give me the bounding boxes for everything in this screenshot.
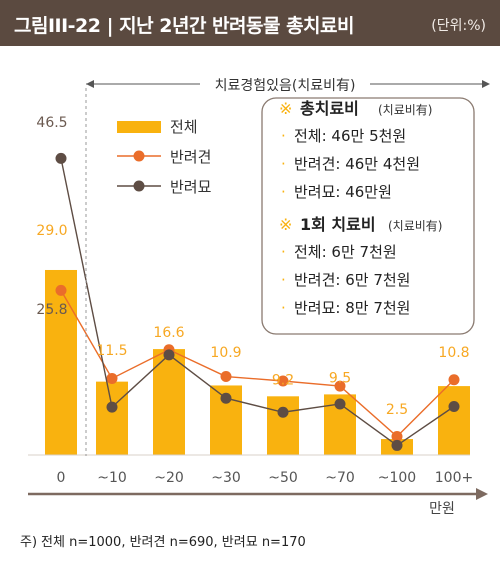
data-label-6: 9.2 [272, 372, 294, 388]
x-tick-0: 0 [57, 470, 66, 486]
data-label-3: 11.5 [96, 343, 127, 359]
series-point-0-4 [277, 375, 289, 387]
data-label-0: 29.0 [36, 223, 67, 239]
bracket-label-bg [200, 72, 370, 96]
x-tick-3: ~30 [211, 470, 241, 486]
data-label-7: 9.5 [329, 370, 351, 386]
info-box-heading-sub-0: (치료비有) [378, 103, 432, 117]
series-line-1 [60, 158, 455, 447]
info-box-mark-1: ※ [279, 215, 292, 234]
bar-2 [153, 349, 185, 455]
x-axis-arrowhead [476, 488, 488, 500]
info-box-bullet-0-0: · [281, 127, 286, 145]
info-box-item-0-2: 반려묘: 46만원 [294, 183, 392, 201]
data-label-5: 10.9 [210, 345, 241, 361]
bar-4 [267, 396, 299, 455]
series-point-1-2 [163, 349, 175, 361]
series-point-0-7 [448, 374, 460, 386]
x-tick-4: ~50 [268, 470, 298, 486]
info-box-heading-0: 총치료비 [300, 99, 359, 118]
legend-swatch-0 [117, 121, 161, 133]
bracket-arrow-right [482, 80, 490, 88]
legend-marker-1 [133, 150, 145, 162]
info-box-item-1-0: 전체: 6만 7천원 [294, 243, 397, 261]
series-point-1-0 [55, 152, 67, 164]
bar-1 [96, 381, 128, 455]
series-point-1-6 [391, 439, 403, 451]
legend-label-0: 전체 [170, 118, 198, 136]
legend-label-2: 반려묘 [170, 178, 212, 196]
info-box-bullet-0-2: · [281, 183, 286, 201]
x-tick-2: ~20 [154, 470, 184, 486]
series-point-1-1 [106, 401, 118, 413]
series-point-1-3 [220, 392, 232, 404]
bracket-label: 치료경험있음(치료비有) [215, 78, 356, 94]
series-point-0-5 [334, 380, 346, 392]
series-point-0-3 [220, 371, 232, 383]
x-tick-6: ~100 [378, 470, 416, 486]
info-box-item-1-1: 반려견: 6만 7천원 [294, 271, 410, 289]
footnote: 주) 전체 n=1000, 반려견 n=690, 반려묘 n=170 [20, 531, 310, 550]
data-label-8: 2.5 [386, 402, 408, 418]
info-box-item-1-2: 반려묘: 8만 7천원 [294, 299, 410, 317]
bar-0 [45, 269, 77, 455]
x-tick-7: 100+ [435, 470, 473, 486]
footnote-text: 전체 n=1000, 반려견 n=690, 반려묘 n=170 [41, 535, 306, 550]
info-box-heading-1: 1회 치료비 [300, 215, 376, 234]
series-point-0-6 [391, 430, 403, 442]
info-box [261, 97, 475, 335]
info-box-item-0-1: 반려견: 46만 4천원 [294, 155, 420, 173]
x-axis-label: 만원 [429, 501, 455, 517]
info-box-mark-0: ※ [279, 99, 292, 118]
chart-area: 29.0 25.8 46.5 11.5 16.6 10.9 9.2 9.5 2.5 10.8 0 ~1… [28, 72, 490, 517]
series-point-1-7 [448, 401, 460, 413]
data-label-2: 46.5 [36, 115, 67, 131]
info-box-bullet-1-2: · [281, 299, 286, 317]
info-box-heading-sub-1: (치료비有) [388, 219, 442, 233]
chart-title: 그림III-22 | 지난 2년간 반려동물 총치료비 [14, 15, 355, 37]
footnote-prefix: 주) [20, 535, 38, 550]
series-point-1-4 [277, 406, 289, 418]
legend-label-1: 반려견 [170, 148, 211, 166]
info-box-item-0-0: 전체: 46만 5천원 [294, 127, 406, 145]
legend-marker-2 [133, 180, 145, 192]
data-label-4: 16.6 [153, 325, 184, 341]
bar-7 [438, 386, 470, 455]
data-label-1: 25.8 [36, 302, 67, 318]
x-tick-1: ~10 [97, 470, 127, 486]
data-label-9: 10.8 [438, 345, 469, 361]
info-box-bullet-1-1: · [281, 271, 286, 289]
unit-label: (단위:%) [431, 18, 486, 34]
series-line-0 [60, 290, 455, 438]
series-point-1-5 [334, 398, 346, 410]
info-box-bullet-1-0: · [281, 243, 286, 261]
series-point-0-0 [55, 284, 67, 296]
info-box-bullet-0-1: · [281, 155, 286, 173]
series-point-0-1 [106, 372, 118, 384]
x-tick-5: ~70 [325, 470, 355, 486]
bracket-arrow-left [86, 80, 94, 88]
title-bar: 그림III-22 | 지난 2년간 반려동물 총치료비 (단위:%) [0, 0, 500, 46]
